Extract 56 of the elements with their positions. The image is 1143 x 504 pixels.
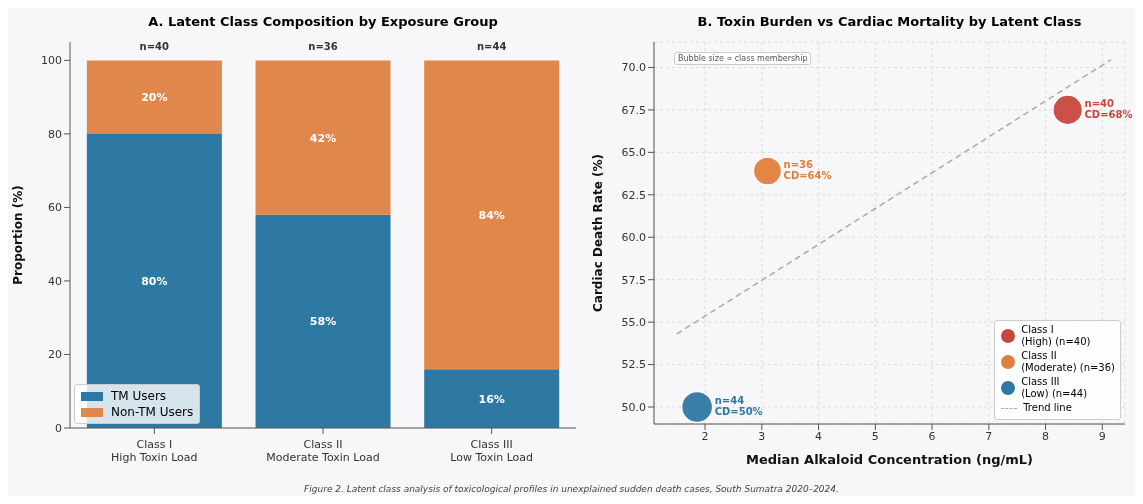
chart-title: A. Latent Class Composition by Exposure Group [147,14,499,29]
y-tick-label: 70.0 [621,61,646,75]
x-tick-label: 8 [1042,429,1050,443]
bar [86,60,222,134]
data-label: 58% [309,315,337,329]
y-tick-label: 67.5 [621,103,646,117]
y-tick-label: 20 [48,348,62,362]
y-tick-label: 65.0 [621,146,646,160]
data-label: 16% [478,392,505,406]
x-tick-label: Class III Low Toxin Load [450,438,534,464]
y-tick-label: 60 [48,201,62,215]
bar [424,369,560,428]
x-tick-label: 9 [1098,429,1106,443]
y-tick-label: 52.5 [621,358,646,372]
x-tick-label: 5 [871,429,879,443]
y-tick-label: 100 [41,54,62,68]
annotation: n=40 [139,41,170,53]
legend-label: Trend line [1023,402,1072,414]
x-tick-label: 7 [985,429,993,443]
x-tick-label: 2 [701,429,709,443]
x-tick-label: Class I High Toxin Load [111,438,198,464]
chart-title: B. Toxin Burden vs Cardiac Mortality by Latent Class [696,14,1083,29]
y-tick-label: 80 [48,127,62,141]
data-label: 80% [141,274,168,288]
data-label: n=36 CD=64% [783,159,832,182]
y-tick-label: 50.0 [621,400,646,414]
y-tick-label: 62.5 [621,188,646,202]
data-label: n=40 CD=68% [1084,97,1133,120]
annotation: n=36 [308,41,338,53]
x-axis-title: Median Alkaloid Concentration (ng/mL) [746,452,1033,467]
annotation: n=44 [476,41,507,53]
x-tick-label: 6 [928,429,936,443]
y-tick-label: 57.5 [621,273,646,287]
bar [424,60,560,370]
legend-label: Class I (High) (n=40) [1021,324,1091,348]
legend-label: Non-TM Users [111,404,194,420]
annotation: Bubble size ∝ class membership [674,52,812,65]
data-label: 20% [141,91,168,105]
y-tick-label: 40 [48,274,62,288]
data-label: 84% [478,208,505,222]
x-tick-label: Class II Moderate Toxin Load [266,438,380,464]
legend-label: Class II (Moderate) (n=36) [1021,350,1115,374]
y-tick-label: 0 [55,421,62,435]
y-tick-label: 60.0 [621,231,646,245]
legend-label: Class III (Low) (n=44) [1021,376,1088,400]
data-label: 42% [309,131,337,145]
bar [255,214,391,428]
legend-label: TM Users [111,388,167,404]
y-tick-label: 55.0 [621,316,646,330]
bar [255,60,391,215]
caption: Figure 2. Latent class analysis of toxicological profiles in unexplained sudden death cases, South Sumatra 2020–2024. [303,484,840,494]
y-axis-title: Cardiac Death Rate (%) [591,154,606,312]
x-tick-label: 3 [758,429,766,443]
y-axis-title: Proportion (%) [11,185,26,285]
x-tick-label: 4 [815,429,823,443]
data-label: n=44 CD=50% [714,395,763,418]
